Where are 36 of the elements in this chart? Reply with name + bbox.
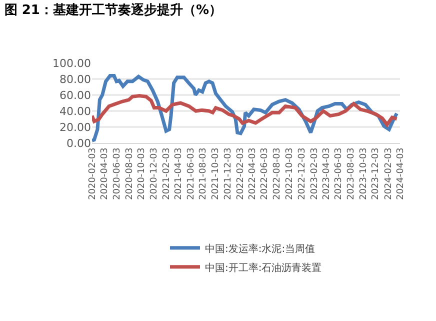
x-tick-label: 2021-06-03 [186, 148, 196, 200]
y-tick-label: 100.00 [52, 56, 91, 70]
x-tick-label: 2022-12-03 [297, 148, 308, 200]
x-tick-label: 2022-10-03 [284, 148, 295, 200]
y-tick-label: 20.00 [60, 120, 91, 134]
legend-label: 中国:开工率:石油沥青装置 [205, 262, 322, 274]
x-tick-label: 2021-12-03 [223, 148, 234, 200]
y-tick-label: 80.00 [60, 72, 91, 86]
x-tick-label: 2022-08-03 [272, 148, 283, 200]
chart-title: 图 21：基建开工节奏逐步提升（%） [4, 2, 222, 18]
x-tick-label: 2020-10-03 [137, 148, 148, 200]
x-tick-label: 2020-02-03 [88, 148, 98, 200]
x-tick-label: 2021-08-03 [198, 148, 209, 200]
x-tick-label: 2021-04-03 [174, 148, 184, 200]
x-tick-label: 2020-04-03 [100, 148, 110, 200]
x-tick-label: 2021-10-03 [211, 148, 222, 200]
x-tick-label: 2023-06-03 [334, 148, 344, 200]
x-tick-label: 2024-04-03 [396, 148, 406, 200]
line-series [92, 94, 399, 126]
x-tick-label: 2020-08-03 [124, 148, 135, 200]
x-tick-label: 2023-08-03 [346, 148, 357, 200]
x-tick-label: 2021-02-03 [162, 148, 172, 200]
x-tick-label: 2023-04-03 [322, 148, 332, 200]
x-tick-label: 2024-02-03 [384, 148, 394, 200]
y-tick-label: 0.00 [66, 136, 91, 150]
x-tick-label: 2022-02-03 [236, 148, 246, 200]
x-tick-label: 2020-12-03 [149, 148, 160, 200]
x-tick-label: 2022-06-03 [260, 148, 270, 200]
x-tick-label: 2020-06-03 [112, 148, 122, 200]
y-tick-label: 60.00 [60, 88, 91, 102]
y-tick-label: 40.00 [60, 104, 91, 118]
x-tick-label: 2023-10-03 [358, 148, 369, 200]
x-tick-label: 2023-02-03 [310, 148, 320, 200]
x-tick-label: 2023-12-03 [371, 148, 382, 200]
legend-label: 中国:发运率:水泥:当周值 [205, 242, 316, 255]
x-tick-label: 2022-04-03 [248, 148, 258, 200]
